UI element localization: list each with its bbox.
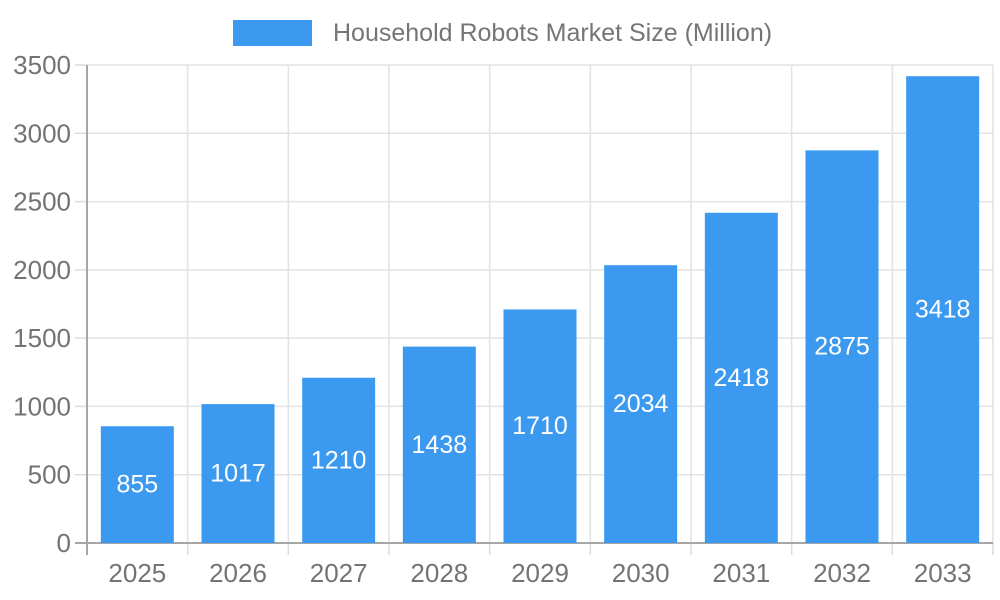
x-axis-label: 2029 (511, 558, 569, 588)
bar-value-label: 2034 (613, 390, 669, 418)
bar-2031[interactable] (704, 212, 778, 544)
bar-2033[interactable] (906, 76, 980, 544)
x-axis-label: 2027 (310, 558, 368, 588)
y-axis-label: 1500 (13, 323, 71, 353)
bar-2032[interactable] (805, 150, 879, 543)
x-axis-label: 2025 (108, 558, 166, 588)
y-axis-label: 3000 (13, 118, 71, 148)
x-axis-label: 2033 (914, 558, 972, 588)
bar-value-label: 1017 (210, 460, 266, 488)
bar-2026[interactable] (201, 404, 275, 543)
y-axis-label: 0 (57, 528, 71, 558)
bar-value-label: 1710 (512, 412, 568, 440)
y-axis-label: 3500 (13, 50, 71, 80)
bar-value-label: 1438 (412, 431, 468, 459)
y-axis-label: 2000 (13, 255, 71, 285)
bar-2030[interactable] (604, 265, 678, 543)
x-axis-label: 2030 (612, 558, 670, 588)
x-axis-label: 2026 (209, 558, 267, 588)
chart-legend[interactable]: Household Robots Market Size (Million) (233, 20, 772, 46)
x-axis-label: 2031 (712, 558, 770, 588)
legend-label: Household Robots Market Size (Million) (333, 19, 773, 47)
bar-2029[interactable] (503, 309, 577, 543)
bar-2028[interactable] (402, 346, 476, 543)
y-axis-label: 1000 (13, 391, 71, 421)
legend-swatch (233, 20, 312, 46)
y-axis-label: 500 (28, 460, 71, 490)
x-axis-label: 2028 (410, 558, 468, 588)
bar-2027[interactable] (302, 377, 376, 543)
bar-value-label: 1210 (311, 446, 367, 474)
x-axis-label: 2032 (813, 558, 871, 588)
y-axis-label: 2500 (13, 187, 71, 217)
bar-2025[interactable] (100, 426, 174, 543)
bar-value-label: 2418 (714, 364, 770, 392)
bar-value-label: 3418 (915, 296, 971, 324)
bar-value-label: 2875 (814, 333, 870, 361)
bar-value-label: 855 (116, 471, 158, 499)
